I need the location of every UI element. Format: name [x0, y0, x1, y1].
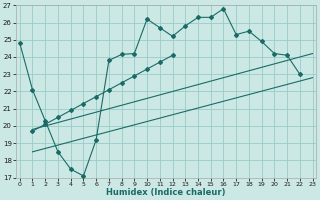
X-axis label: Humidex (Indice chaleur): Humidex (Indice chaleur): [107, 188, 226, 197]
